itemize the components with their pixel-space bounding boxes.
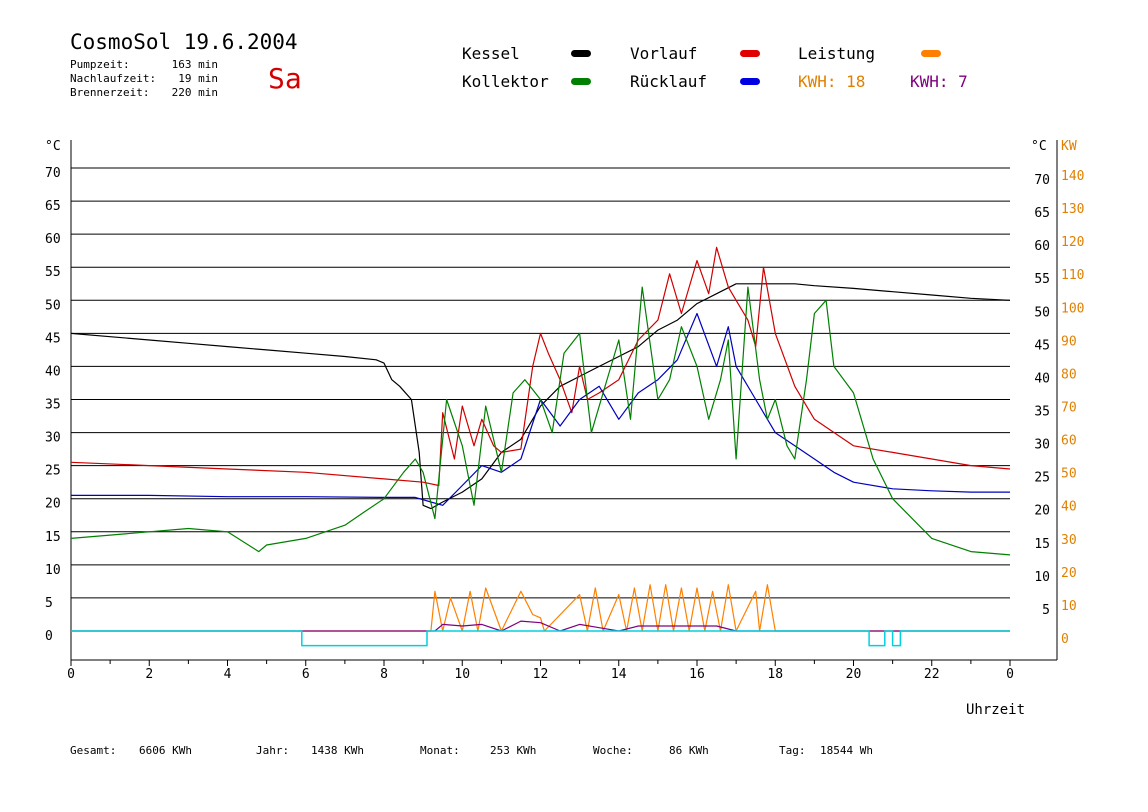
x-tick-label: 8 (380, 667, 388, 682)
series-line-kollektor (70, 286, 1011, 556)
y-tick-right-power: 60 (1061, 434, 1077, 449)
x-tick-label: 6 (302, 667, 310, 682)
y-tick-right-temp: 40 (1034, 371, 1050, 386)
legend-vorlauf-swatch (740, 50, 760, 57)
y-tick-right-power: 70 (1061, 401, 1077, 416)
legend-ruecklauf-label: Rücklauf (630, 72, 708, 91)
y-tick-right-power: 110 (1061, 268, 1084, 283)
y-tick-left: 30 (45, 431, 61, 446)
x-tick-label: 22 (924, 667, 940, 682)
y-tick-right-temp: 30 (1034, 438, 1050, 453)
x-tick-label: 14 (611, 667, 627, 682)
x-tick-label: 10 (454, 667, 470, 682)
y-axis-unit-right-power: KW (1061, 139, 1077, 154)
total-monat-value: 253 KWh (490, 744, 537, 757)
total-gesamt-value: 6606 KWh (139, 744, 192, 757)
y-axis-unit-right-temp: °C (1031, 139, 1047, 154)
legend-ruecklauf-swatch (740, 78, 760, 85)
y-tick-right-temp: 45 (1034, 338, 1050, 353)
legend-kessel-swatch (571, 50, 591, 57)
y-tick-right-power: 100 (1061, 301, 1084, 316)
y-tick-right-power: 120 (1061, 235, 1084, 250)
y-tick-right-temp: 25 (1034, 471, 1050, 486)
y-tick-left: 15 (45, 530, 61, 545)
x-tick-label: 4 (224, 667, 232, 682)
y-tick-right-temp: 50 (1034, 305, 1050, 320)
weekday-label: Sa (268, 62, 302, 95)
nachlaufzeit-label: Nachlaufzeit: (70, 72, 157, 85)
legend-kollektor-label: Kollektor (462, 72, 549, 91)
legend-kessel-label: Kessel (462, 44, 520, 63)
y-tick-right-power: 80 (1061, 367, 1077, 382)
series-line-leistung (71, 584, 1010, 632)
y-tick-right-temp: 70 (1034, 173, 1050, 188)
x-tick-label: 2 (145, 667, 153, 682)
y-tick-right-power: 140 (1061, 169, 1084, 184)
y-axis-unit-left: °C (45, 139, 61, 154)
chart-title: CosmoSol 19.6.2004 (70, 30, 298, 54)
y-tick-right-power: 10 (1061, 599, 1077, 614)
total-monat-label: Monat: (420, 744, 460, 757)
y-tick-right-temp: 20 (1034, 504, 1050, 519)
series-line-kwh (71, 620, 1010, 632)
y-tick-left: 25 (45, 464, 61, 479)
y-tick-right-temp: 65 (1034, 206, 1050, 221)
x-tick-label: 0 (67, 667, 75, 682)
y-tick-left: 50 (45, 298, 61, 313)
x-tick-label: 16 (689, 667, 705, 682)
total-woche-value: 86 KWh (669, 744, 709, 757)
y-tick-right-temp: 15 (1034, 537, 1050, 552)
y-tick-left: 5 (45, 596, 53, 611)
series-line-kessel (70, 283, 1011, 510)
total-jahr-label: Jahr: (256, 744, 290, 757)
y-tick-left: 40 (45, 364, 61, 379)
y-tick-right-temp: 35 (1034, 405, 1050, 420)
x-tick-label: 12 (533, 667, 549, 682)
pumpzeit-label: Pumpzeit: (70, 58, 130, 71)
y-tick-right-temp: 60 (1034, 239, 1050, 254)
temperature-chart: 0510152025303540455055606570510152025303… (45, 139, 1084, 718)
y-tick-right-power: 0 (1061, 632, 1069, 647)
legend-leistung-label: Leistung (798, 44, 876, 63)
y-tick-right-temp: 55 (1034, 272, 1050, 287)
x-tick-label: 18 (767, 667, 783, 682)
y-tick-left: 65 (45, 199, 61, 214)
brennerzeit-label: Brennerzeit: (70, 86, 150, 99)
total-gesamt-label: Gesamt: (70, 744, 117, 757)
total-jahr-value: 1438 KWh (311, 744, 364, 757)
y-tick-right-power: 30 (1061, 533, 1077, 548)
y-tick-left: 55 (45, 265, 61, 280)
total-woche-label: Woche: (593, 744, 633, 757)
y-tick-right-power: 40 (1061, 500, 1077, 515)
y-tick-left: 70 (45, 166, 61, 181)
series-line-rcklauf (71, 312, 1010, 506)
x-tick-label: 0 (1006, 667, 1014, 682)
y-tick-right-temp: 10 (1034, 570, 1050, 585)
legend-kwh-orange: KWH: 18 (798, 72, 866, 91)
legend-kwh-purple: KWH: 7 (910, 72, 968, 91)
brennerzeit-value: 220 min (171, 86, 218, 99)
y-tick-left: 0 (45, 629, 53, 644)
y-tick-left: 35 (45, 398, 61, 413)
y-tick-left: 45 (45, 331, 61, 346)
legend-vorlauf-label: Vorlauf (630, 44, 698, 63)
x-axis-label: Uhrzeit (966, 702, 1025, 718)
y-tick-right-power: 20 (1061, 566, 1077, 581)
y-tick-right-power: 90 (1061, 334, 1077, 349)
y-tick-right-power: 50 (1061, 467, 1077, 482)
y-tick-right-power: 130 (1061, 202, 1084, 217)
y-tick-left: 10 (45, 563, 61, 578)
pumpzeit-value: 163 min (171, 58, 218, 71)
series-line-brenner (71, 630, 1010, 647)
y-tick-left: 20 (45, 497, 61, 512)
total-tag-value: 18544 Wh (820, 744, 873, 757)
nachlaufzeit-value: 19 min (178, 72, 218, 85)
legend-kollektor-swatch (571, 78, 591, 85)
total-tag-label: Tag: (779, 744, 806, 757)
legend-leistung-swatch (921, 50, 941, 57)
x-tick-label: 20 (846, 667, 862, 682)
y-tick-right-temp: 5 (1042, 603, 1050, 618)
y-tick-left: 60 (45, 232, 61, 247)
